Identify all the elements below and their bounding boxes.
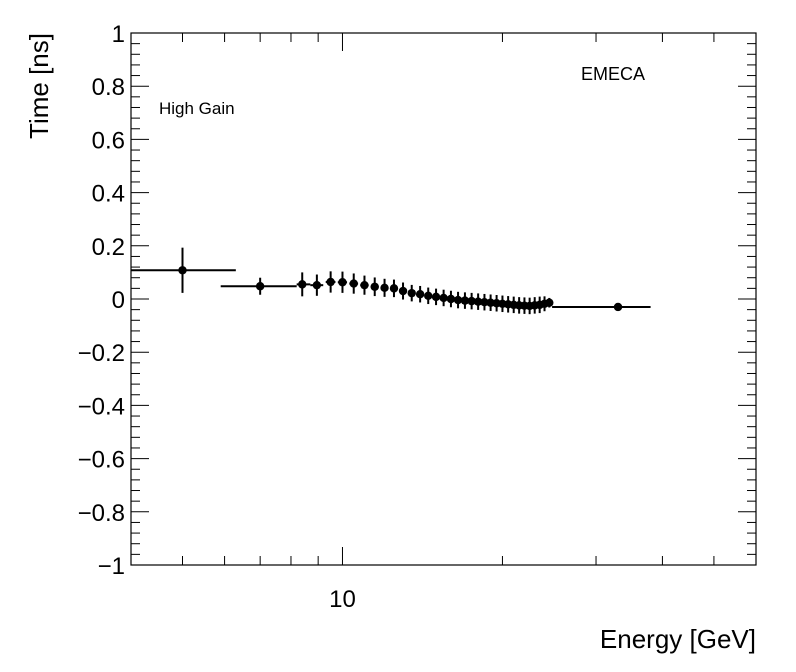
point-marker xyxy=(389,284,399,293)
point-marker xyxy=(424,291,433,301)
data-point xyxy=(446,290,456,308)
y-tick-label: −0.2 xyxy=(78,340,125,367)
point-marker xyxy=(545,298,554,307)
point-marker xyxy=(338,278,347,287)
data-point xyxy=(415,285,425,303)
point-marker xyxy=(467,296,476,306)
y-tick-label: −0.4 xyxy=(78,393,125,420)
point-marker xyxy=(407,288,416,298)
point-marker xyxy=(446,294,456,304)
y-tick-label: 1 xyxy=(112,21,125,48)
y-tick-label: −0.6 xyxy=(78,447,125,474)
data-point xyxy=(407,284,416,302)
data-point xyxy=(552,302,651,312)
y-tick-label: 0 xyxy=(112,287,125,314)
point-marker xyxy=(178,266,187,275)
data-point xyxy=(220,277,297,295)
data-point xyxy=(480,293,489,311)
data-point xyxy=(310,274,324,296)
point-marker xyxy=(613,302,623,312)
point-marker xyxy=(439,293,448,303)
x-tick-labels: 10 xyxy=(329,586,356,613)
point-marker xyxy=(255,282,265,291)
data-point xyxy=(370,277,379,297)
point-marker xyxy=(480,297,489,307)
data-points xyxy=(131,247,651,315)
point-marker xyxy=(431,292,441,302)
data-point xyxy=(360,275,369,295)
point-marker xyxy=(473,297,483,306)
y-tick-label: 0.2 xyxy=(92,234,125,261)
point-marker xyxy=(298,280,307,289)
y-tick-label: 0.6 xyxy=(92,127,125,154)
data-point xyxy=(349,273,359,294)
y-axis-title: Time [ns] xyxy=(24,33,54,139)
y-tick-labels: 1 0.8 0.6 0.4 0.2 0 −0.2 −0.4 −0.6 −0.8 −1 xyxy=(78,21,125,580)
data-point xyxy=(486,294,495,311)
data-point xyxy=(380,278,389,297)
region-annotation: EMECA xyxy=(581,64,645,84)
point-marker xyxy=(370,282,379,291)
data-point xyxy=(467,292,476,310)
gain-annotation: High Gain xyxy=(159,99,235,118)
x-tick-label: 10 xyxy=(329,586,356,613)
point-marker xyxy=(326,277,335,287)
point-marker xyxy=(460,296,470,305)
point-marker xyxy=(312,280,322,290)
y-tick-label: −1 xyxy=(98,553,125,580)
data-point xyxy=(131,247,236,293)
point-marker xyxy=(349,279,358,288)
data-point xyxy=(460,292,470,309)
point-marker xyxy=(380,283,389,293)
y-tick-label: 0.4 xyxy=(92,181,125,208)
plot-frame xyxy=(130,32,757,566)
x-axis-title: Energy [GeV] xyxy=(600,624,756,654)
point-marker xyxy=(398,286,408,296)
data-point xyxy=(325,271,336,293)
data-point xyxy=(453,291,463,309)
data-point xyxy=(439,289,448,307)
data-point xyxy=(431,288,441,306)
point-marker xyxy=(453,295,463,305)
data-point xyxy=(424,287,433,305)
point-marker xyxy=(415,290,425,299)
data-point xyxy=(473,293,483,310)
data-point xyxy=(398,282,408,300)
data-point xyxy=(296,272,311,297)
data-point xyxy=(337,271,348,293)
data-point xyxy=(545,297,554,308)
y-tick-label: −0.8 xyxy=(78,500,125,527)
point-marker xyxy=(360,280,369,290)
data-point xyxy=(389,279,399,298)
y-tick-label: 0.8 xyxy=(92,74,125,101)
